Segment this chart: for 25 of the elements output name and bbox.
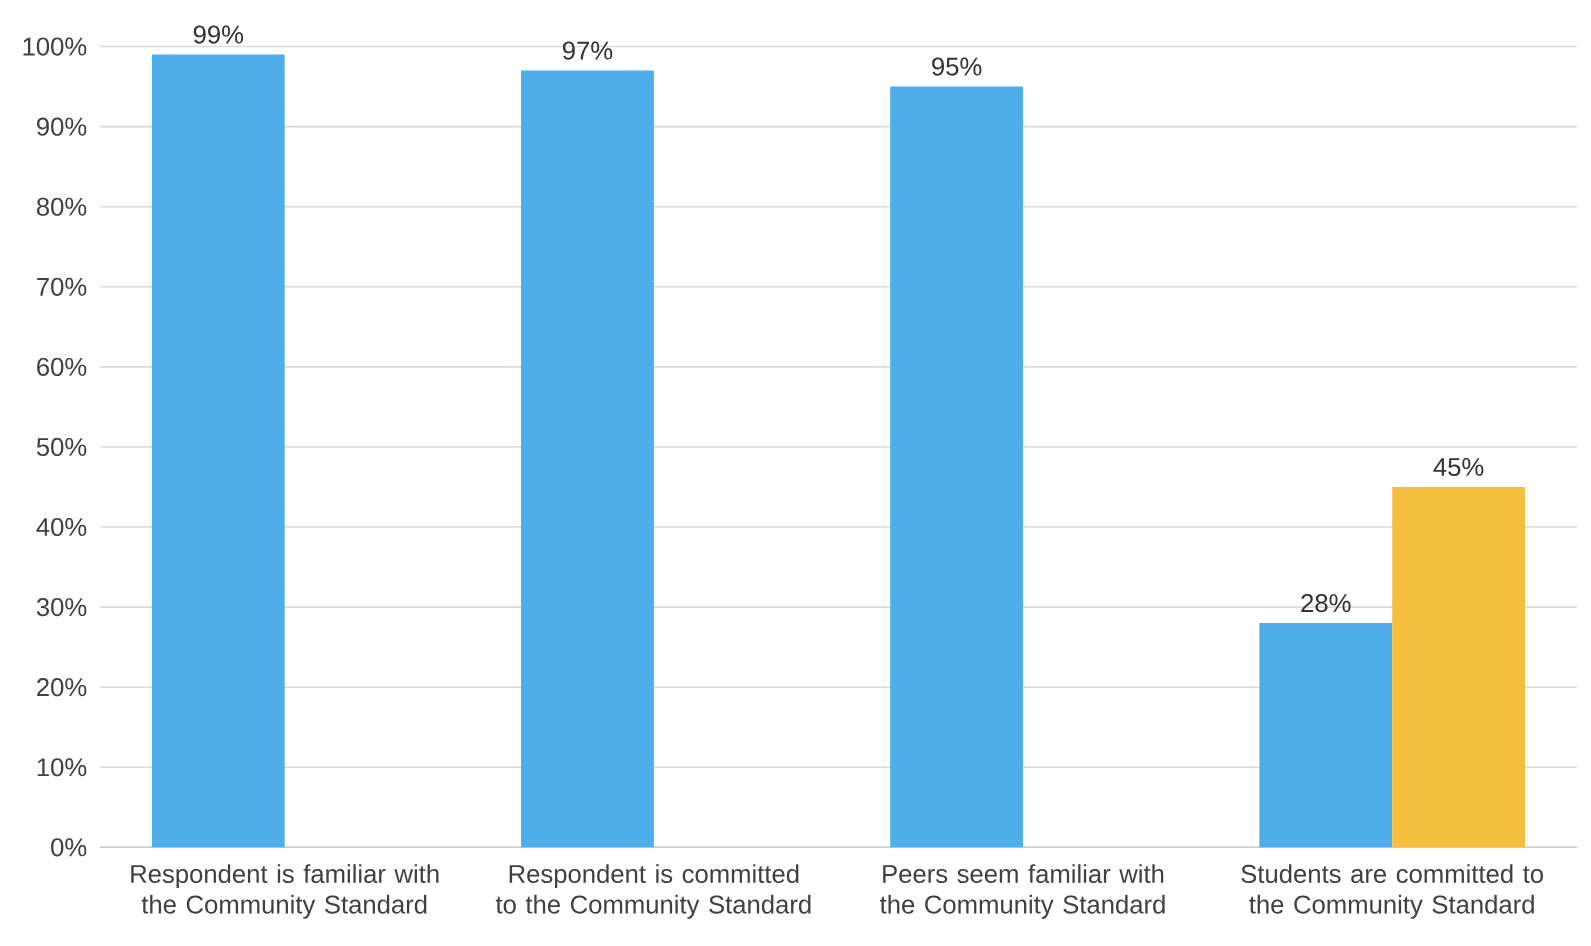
- y-tick-label: 50%: [36, 437, 87, 456]
- x-tick-label: Respondent is committed to the Community Standard: [495, 863, 811, 919]
- x-tick-label: Students are committed to the Community Standard: [1241, 863, 1543, 919]
- y-tick-label: 20%: [37, 677, 87, 697]
- y-tick-label: 100%: [23, 37, 87, 56]
- bar: [890, 86, 1024, 848]
- y-tick-label: 30%: [36, 597, 87, 616]
- data-label: 28%: [1301, 593, 1351, 612]
- y-tick-label: 80%: [36, 197, 87, 216]
- data-label: 95%: [932, 57, 982, 76]
- x-tick-label: Peers seem familiar with the Community Standard: [880, 863, 1165, 919]
- y-tick-label: 70%: [37, 277, 87, 296]
- bar: [1392, 486, 1525, 848]
- y-tick-label: 10%: [37, 757, 87, 777]
- bar: [521, 70, 654, 848]
- bar: [151, 54, 285, 848]
- y-tick-label: 0%: [51, 838, 87, 857]
- bar: [1259, 622, 1393, 848]
- y-tick-label: 40%: [36, 517, 87, 536]
- data-label: 99%: [193, 25, 244, 44]
- y-tick-label: 90%: [37, 117, 87, 136]
- y-tick-label: 60%: [37, 357, 87, 376]
- x-tick-label: Respondent is familiar with the Community Standard: [131, 863, 439, 919]
- data-label: 97%: [562, 41, 613, 60]
- data-label: 45%: [1433, 457, 1484, 476]
